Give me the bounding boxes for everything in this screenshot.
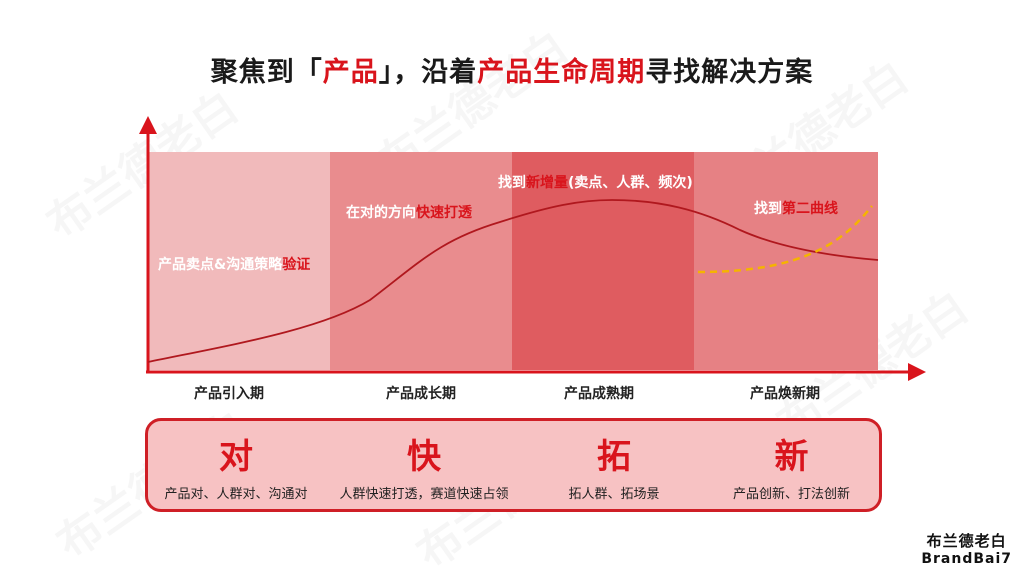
annotation-text: 找到 [754, 201, 782, 217]
annotation-highlight: 快速打透 [416, 205, 472, 221]
logo-en: BrandBai7 [921, 551, 1012, 567]
annotation-highlight: 新增量 [526, 175, 568, 191]
strategy-box: 对 产品对、人群对、沟通对 快 人群快速打透，赛道快速占领 拓 拓人群、拓场景 … [145, 418, 882, 512]
stage-band-maturity [512, 152, 694, 370]
logo-cn: 布兰德老白 [926, 532, 1007, 550]
strategy-word: 快 [407, 437, 441, 477]
title-part: 」，沿着 [378, 57, 478, 88]
brand-logo: 布兰德老白 BrandBai7 [921, 530, 1012, 567]
x-axis-arrow-icon [908, 363, 926, 381]
strategy-word: 对 [219, 437, 253, 477]
annotation-highlight: 第二曲线 [782, 201, 838, 217]
title-highlight: 产品 [322, 57, 379, 88]
strategy-desc: 产品创新、打法创新 [732, 487, 850, 502]
annotation-maturity: 找到新增量(卖点、人群、频次) [498, 172, 693, 192]
strategy-word: 拓 [597, 437, 631, 477]
strategy-desc: 人群快速打透，赛道快速占领 [339, 487, 509, 502]
annotation-growth: 在对的方向快速打透 [346, 202, 472, 222]
annotation-renewal: 找到第二曲线 [754, 198, 838, 218]
title-part: 聚焦到「 [210, 57, 323, 88]
strategy-desc: 拓人群、拓场景 [568, 487, 660, 502]
title-highlight: 产品生命周期 [477, 57, 646, 88]
annotation-intro: 产品卖点&沟通策略验证 [158, 254, 310, 274]
phase-label-renewal: 产品焕新期 [750, 386, 820, 402]
title-part: 寻找解决方案 [645, 57, 814, 88]
strategy-item: 对 产品对、人群对、沟通对 [148, 421, 324, 515]
stage-band-renewal [694, 152, 878, 370]
annotation-suffix: (卖点、人群、频次) [568, 175, 693, 191]
phase-label-intro: 产品引入期 [194, 386, 264, 402]
strategy-item: 拓 拓人群、拓场景 [524, 421, 704, 515]
strategy-word: 新 [774, 437, 809, 477]
page-title: 聚焦到「产品」，沿着产品生命周期寻找解决方案 [0, 50, 1024, 89]
annotation-text: 找到 [498, 175, 526, 191]
phase-label-growth: 产品成长期 [386, 386, 456, 402]
second-curve [697, 205, 873, 274]
strategy-desc: 产品对、人群对、沟通对 [164, 487, 308, 502]
annotation-text: 产品卖点&沟通策略 [158, 257, 283, 273]
strategy-item: 快 人群快速打透，赛道快速占领 [324, 421, 524, 515]
phase-label-maturity: 产品成熟期 [564, 386, 634, 402]
strategy-item: 新 产品创新、打法创新 [704, 421, 879, 515]
annotation-text: 在对的方向 [346, 205, 416, 221]
lifecycle-curve [147, 199, 879, 363]
annotation-highlight: 验证 [282, 257, 311, 273]
y-axis-arrow-icon [139, 116, 157, 134]
stage-band-intro [148, 152, 330, 370]
